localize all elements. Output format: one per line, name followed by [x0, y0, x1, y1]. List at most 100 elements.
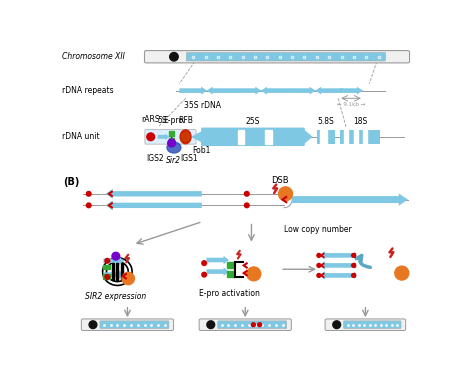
Polygon shape	[315, 87, 343, 95]
Text: 25S: 25S	[246, 117, 260, 126]
Text: 18S: 18S	[353, 117, 367, 126]
Circle shape	[168, 139, 175, 147]
FancyBboxPatch shape	[145, 129, 196, 144]
Polygon shape	[207, 267, 229, 276]
Text: SIR2 expression: SIR2 expression	[85, 291, 146, 301]
Circle shape	[105, 275, 109, 279]
Text: 5.8S: 5.8S	[318, 117, 334, 126]
Text: DSB: DSB	[271, 175, 289, 185]
Polygon shape	[207, 256, 229, 264]
Circle shape	[122, 272, 135, 285]
Circle shape	[258, 323, 262, 327]
Circle shape	[317, 264, 321, 267]
Polygon shape	[288, 87, 316, 95]
Text: ← 9.1kb →: ← 9.1kb →	[337, 102, 365, 107]
Bar	[237, 130, 245, 144]
Bar	[363, 130, 367, 144]
Polygon shape	[106, 200, 202, 210]
Text: IGS2: IGS2	[146, 154, 164, 163]
Bar	[354, 130, 357, 144]
Text: rDNA unit: rDNA unit	[62, 132, 99, 141]
Bar	[227, 262, 234, 268]
Circle shape	[352, 273, 356, 277]
Polygon shape	[103, 257, 124, 265]
FancyBboxPatch shape	[82, 319, 173, 331]
FancyBboxPatch shape	[201, 128, 305, 146]
Polygon shape	[319, 261, 356, 270]
FancyBboxPatch shape	[325, 319, 406, 331]
Circle shape	[333, 321, 341, 329]
Circle shape	[247, 267, 261, 281]
Circle shape	[86, 203, 91, 208]
Circle shape	[395, 266, 409, 280]
Polygon shape	[292, 193, 408, 206]
Bar	[227, 271, 234, 277]
Text: Low copy number: Low copy number	[284, 224, 352, 234]
Bar	[103, 265, 109, 269]
Bar	[117, 263, 118, 280]
Polygon shape	[303, 129, 313, 144]
Circle shape	[147, 133, 155, 141]
Ellipse shape	[180, 130, 191, 144]
Bar	[317, 130, 335, 144]
Text: RFB: RFB	[178, 116, 193, 125]
Bar	[319, 130, 328, 144]
Bar	[121, 263, 123, 280]
Bar	[103, 274, 109, 278]
FancyBboxPatch shape	[218, 321, 287, 329]
FancyBboxPatch shape	[344, 321, 401, 329]
Text: E-pro: E-pro	[163, 116, 183, 125]
Text: Chromosome XII: Chromosome XII	[62, 52, 125, 61]
Bar	[264, 130, 272, 144]
Polygon shape	[179, 87, 207, 95]
FancyBboxPatch shape	[199, 319, 292, 331]
Text: rDNA repeats: rDNA repeats	[62, 86, 113, 95]
Circle shape	[245, 192, 249, 196]
Circle shape	[251, 323, 255, 327]
Polygon shape	[103, 270, 124, 279]
Text: (B): (B)	[63, 177, 80, 187]
Polygon shape	[319, 271, 356, 280]
Ellipse shape	[167, 142, 181, 153]
Polygon shape	[207, 87, 235, 95]
Circle shape	[112, 252, 120, 260]
FancyBboxPatch shape	[100, 321, 169, 329]
Circle shape	[279, 187, 292, 201]
Polygon shape	[191, 131, 202, 143]
Text: IGS1: IGS1	[181, 154, 198, 163]
Bar	[169, 131, 174, 136]
Polygon shape	[340, 87, 363, 95]
Polygon shape	[234, 87, 262, 95]
Bar	[112, 263, 114, 280]
Text: Sir2: Sir2	[166, 156, 182, 165]
Bar	[345, 130, 348, 144]
Circle shape	[202, 261, 207, 265]
FancyBboxPatch shape	[186, 52, 385, 61]
Polygon shape	[319, 251, 356, 260]
Circle shape	[207, 321, 215, 329]
Circle shape	[105, 259, 109, 263]
Ellipse shape	[182, 132, 190, 141]
Text: Fob1: Fob1	[192, 146, 210, 155]
Text: 35S rDNA: 35S rDNA	[184, 101, 221, 110]
Text: E-pro activation: E-pro activation	[199, 289, 260, 298]
Circle shape	[202, 272, 207, 277]
Polygon shape	[106, 189, 202, 199]
Circle shape	[170, 52, 178, 61]
Circle shape	[352, 254, 356, 257]
Ellipse shape	[107, 262, 128, 282]
Text: rARS: rARS	[141, 115, 160, 124]
Circle shape	[245, 203, 249, 208]
Circle shape	[317, 254, 321, 257]
Bar	[340, 130, 380, 144]
Polygon shape	[261, 87, 289, 95]
Circle shape	[89, 321, 97, 329]
Ellipse shape	[103, 258, 132, 285]
Circle shape	[317, 273, 321, 277]
Polygon shape	[158, 134, 169, 140]
Circle shape	[352, 264, 356, 267]
FancyBboxPatch shape	[145, 51, 410, 63]
Circle shape	[86, 192, 91, 196]
Bar	[169, 137, 174, 142]
Text: 5S: 5S	[157, 116, 167, 125]
